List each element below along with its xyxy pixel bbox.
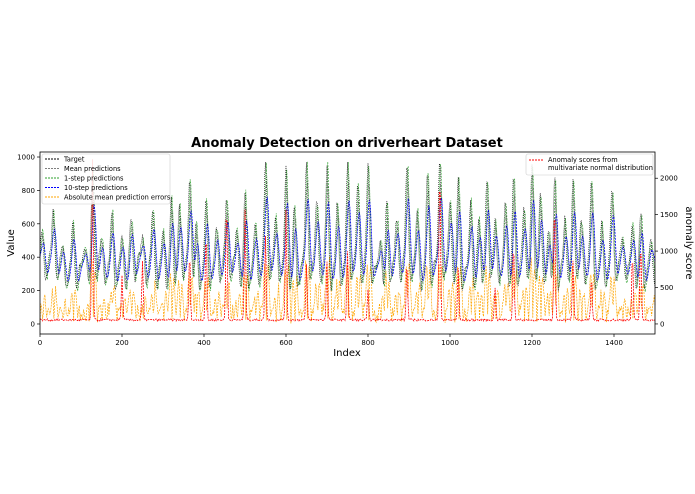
x-axis: 0 200 400 600 800 1000 1200 1400 bbox=[38, 334, 623, 347]
legend-entry-label: Target bbox=[63, 155, 85, 163]
x-tick-label: 1400 bbox=[605, 339, 623, 347]
plot-frame bbox=[39, 151, 656, 335]
y2-tick-label: 2000 bbox=[660, 175, 678, 183]
y-tick-label: 600 bbox=[22, 220, 35, 228]
plot-area bbox=[39, 159, 656, 324]
series-mean-predictions bbox=[39, 181, 656, 285]
y2-tick-label: 0 bbox=[660, 320, 664, 328]
legend-entry-label: 10-step predictions bbox=[64, 184, 128, 192]
legend-entry-label: Mean predictions bbox=[64, 165, 121, 173]
y2-axis-label: anomaly score bbox=[683, 206, 694, 279]
y2-tick-label: 1000 bbox=[660, 248, 678, 256]
legend-left-box bbox=[41, 153, 171, 205]
series-anomaly-scores bbox=[39, 159, 656, 323]
series-1-step-predictions bbox=[39, 161, 656, 292]
y2-tick-label: 500 bbox=[660, 284, 673, 292]
y-axis-right: 0 500 1000 1500 2000 bbox=[655, 175, 678, 328]
y-tick-label: 800 bbox=[22, 187, 35, 195]
y-tick-label: 400 bbox=[22, 254, 35, 262]
x-tick-label: 600 bbox=[279, 339, 292, 347]
y-axis-left: 0 200 400 600 800 1000 bbox=[17, 154, 40, 328]
y-tick-label: 200 bbox=[22, 287, 35, 295]
x-axis-label: Index bbox=[333, 348, 361, 359]
x-tick-label: 0 bbox=[38, 339, 42, 347]
y-axis-label: Value bbox=[6, 229, 17, 256]
x-tick-label: 400 bbox=[197, 339, 210, 347]
series-target bbox=[39, 161, 656, 292]
legend-entry-label: multivariate normal distribution bbox=[548, 164, 653, 172]
x-tick-label: 200 bbox=[115, 339, 128, 347]
legend-right-box bbox=[525, 153, 654, 176]
x-tick-label: 1000 bbox=[441, 339, 459, 347]
chart-title: Anomaly Detection on driverheart Dataset bbox=[191, 136, 503, 151]
legend-entry-label: Anomaly scores from bbox=[548, 156, 618, 164]
y2-tick-label: 1500 bbox=[660, 211, 678, 219]
y-tick-label: 1000 bbox=[17, 154, 35, 162]
x-tick-label: 800 bbox=[361, 339, 374, 347]
y-tick-label: 0 bbox=[31, 320, 35, 328]
legend-entry-label: Absolute mean prediction errors bbox=[64, 193, 171, 201]
legend-entry-label: 1-step predictions bbox=[64, 174, 124, 182]
x-tick-label: 1200 bbox=[523, 339, 541, 347]
